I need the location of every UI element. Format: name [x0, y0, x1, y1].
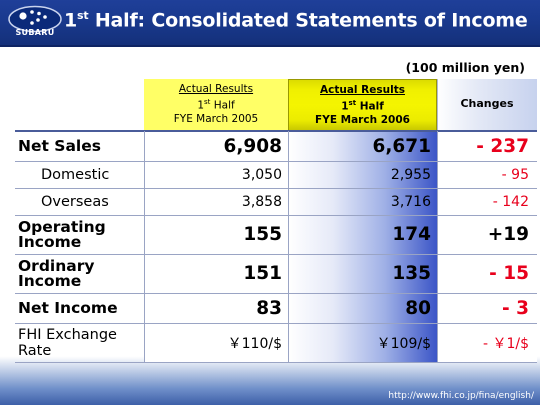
title-bar: SUBARU 1st Half: Consolidated Statements… [0, 0, 540, 47]
current-value: 174 [288, 215, 437, 254]
current-value: 3,716 [288, 188, 437, 215]
table-row-operating-income: Operating Income 155 174 +19 [15, 215, 537, 254]
row-divider [15, 293, 537, 294]
table-row-ordinary-income: Ordinary Income 151 135 - 15 [15, 254, 537, 293]
prev-value: 83 [144, 293, 288, 323]
current-value: 2,955 [288, 161, 437, 188]
subaru-logo-icon [8, 5, 62, 33]
table-row-overseas: Overseas 3,858 3,716 - 142 [15, 188, 537, 215]
change-value: - 3 [437, 293, 537, 323]
row-divider [15, 323, 537, 324]
current-value: 135 [288, 254, 437, 293]
row-label: Overseas [41, 193, 109, 210]
change-value: - 95 [437, 161, 537, 188]
change-value: +19 [437, 215, 537, 254]
current-value: 80 [288, 293, 437, 323]
row-divider [15, 188, 537, 189]
row-label: Net Income [18, 298, 118, 317]
column-header-changes: Changes [437, 79, 537, 131]
table-row-net-sales: Net Sales 6,908 6,671 - 237 [15, 131, 537, 161]
column-divider [144, 131, 145, 363]
table-bottom-rule [15, 362, 537, 363]
logo-text: SUBARU [15, 28, 55, 37]
row-label: Ordinary Income [18, 256, 95, 290]
table-row-net-income: Net Income 83 80 - 3 [15, 293, 537, 323]
column-divider [437, 131, 438, 363]
prev-value: 151 [144, 254, 288, 293]
row-label: Operating Income [18, 217, 106, 251]
footer-url[interactable]: http://www.fhi.co.jp/fina/english/ [388, 391, 534, 401]
change-value: - 15 [437, 254, 537, 293]
current-value: ￥109/$ [288, 323, 437, 363]
column-divider [288, 131, 289, 363]
page-title: 1st Half: Consolidated Statements of Inc… [64, 9, 528, 32]
column-header-prev: Actual Results 1st Half FYE March 2005 [144, 79, 288, 131]
prev-value: 6,908 [144, 131, 288, 161]
change-value: - ￥1/$ [437, 323, 537, 363]
row-divider [15, 215, 537, 216]
row-divider [15, 161, 537, 162]
row-label: Net Sales [18, 136, 101, 155]
header-rule [15, 130, 537, 132]
row-divider [15, 254, 537, 255]
unit-label: (100 million yen) [405, 60, 525, 75]
column-header-current: Actual Results 1st Half FYE March 2006 [288, 79, 437, 131]
row-label: Domestic [41, 166, 110, 183]
table-row-exchange-rate: FHI Exchange Rate ￥110/$ ￥109/$ - ￥1/$ [15, 323, 537, 363]
prev-value: ￥110/$ [144, 323, 288, 363]
prev-value: 3,050 [144, 161, 288, 188]
table-row-domestic: Domestic 3,050 2,955 - 95 [15, 161, 537, 188]
prev-value: 155 [144, 215, 288, 254]
header-divider [437, 79, 438, 131]
current-value: 6,671 [288, 131, 437, 161]
change-value: - 237 [437, 131, 537, 161]
prev-value: 3,858 [144, 188, 288, 215]
row-label: FHI Exchange Rate [18, 327, 117, 359]
change-value: - 142 [437, 188, 537, 215]
income-table: Actual Results 1st Half FYE March 2005 A… [15, 79, 537, 363]
